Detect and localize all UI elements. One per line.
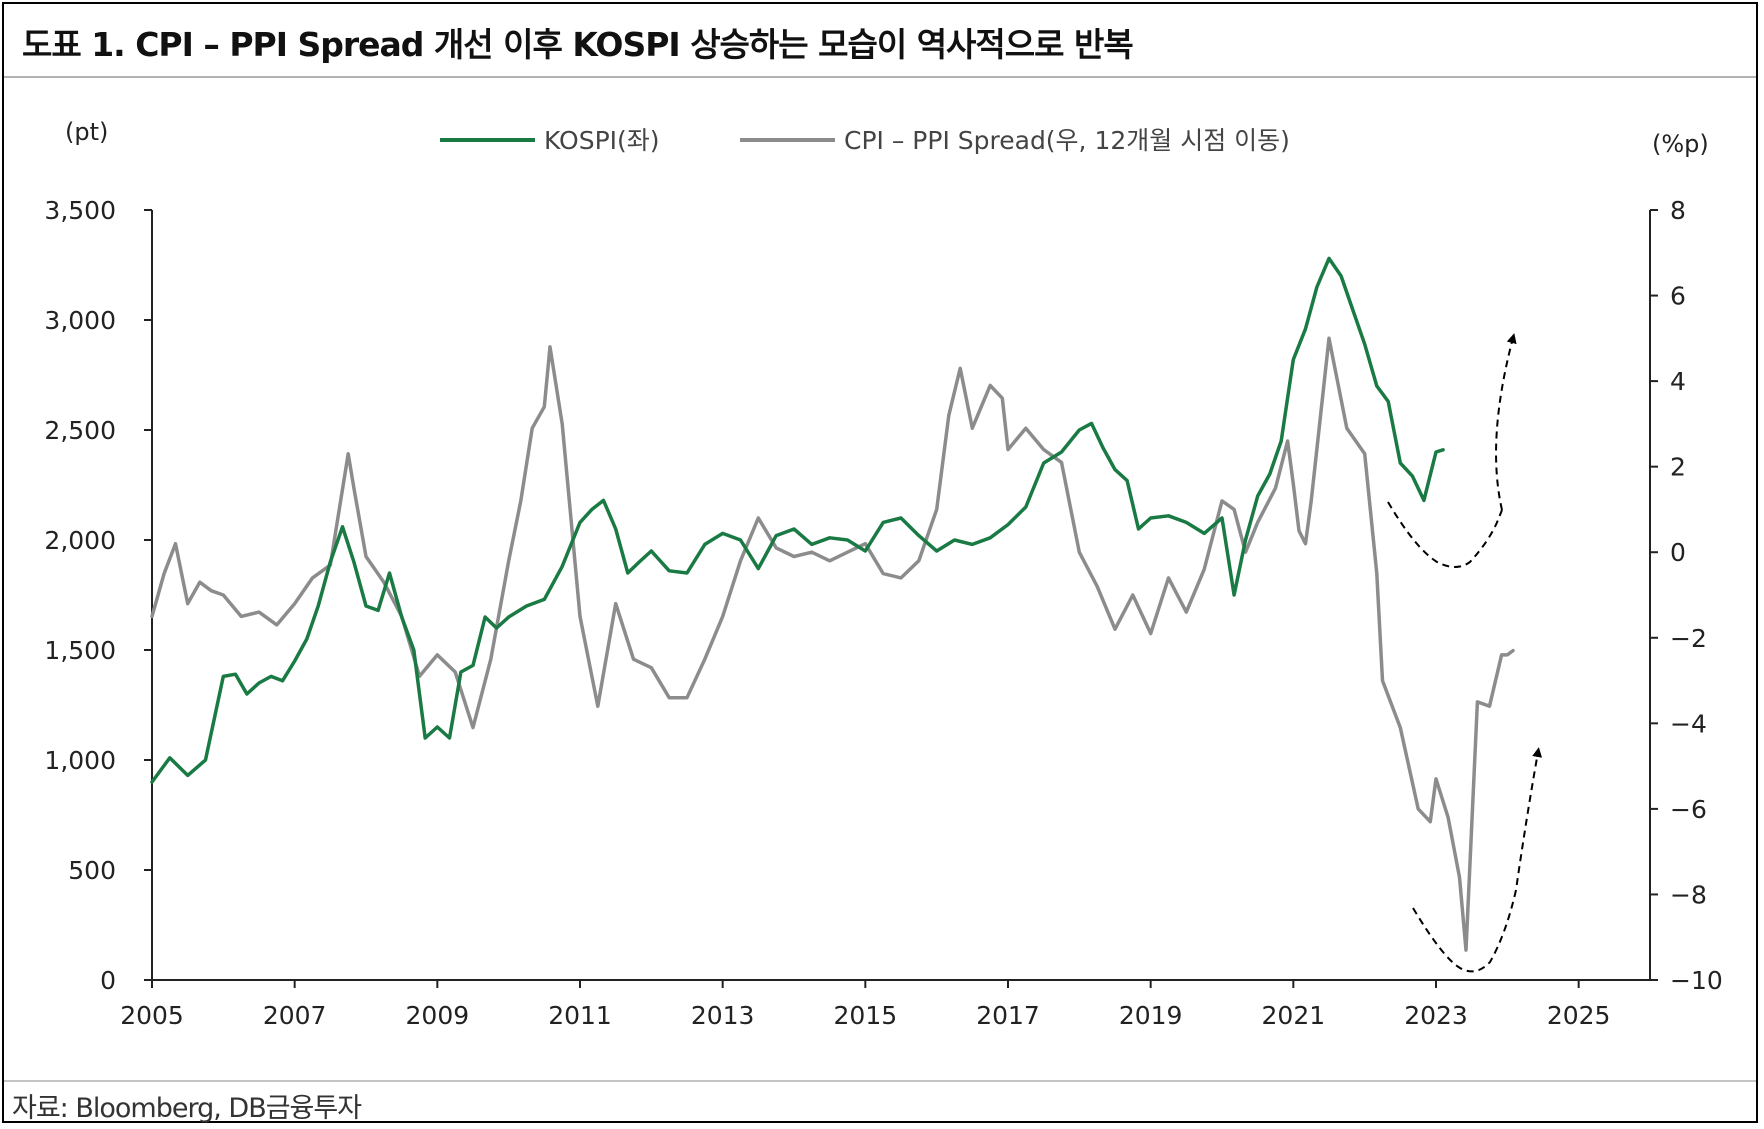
- right-axis-tick-label: 4: [1670, 367, 1686, 396]
- legend: KOSPI(좌) CPI – PPI Spread(우, 12개월 시점 이동): [440, 126, 1290, 155]
- right-axis-tick-label: 0: [1670, 538, 1686, 567]
- left-axis-tick-label: 2,500: [44, 416, 116, 445]
- left-axis-tick-label: 2,000: [44, 526, 116, 555]
- spread-line: [150, 336, 1515, 952]
- title-divider: [4, 76, 1756, 78]
- x-axis-tick-label: 2005: [120, 1001, 184, 1030]
- right-axis-tick-label: 8: [1670, 196, 1686, 225]
- left-axis-tick-label: 1,000: [44, 746, 116, 775]
- left-axis-unit: (pt): [65, 118, 108, 146]
- x-axis-tick-label: 2009: [406, 1001, 470, 1030]
- left-axis-tick-label: 3,500: [44, 196, 116, 225]
- spread-trough-curve: [1387, 501, 1503, 568]
- kospi-line: [150, 256, 1445, 784]
- x-axis-tick-label: 2013: [691, 1001, 755, 1030]
- x-axis-tick-label: 2019: [1119, 1001, 1183, 1030]
- right-axis-tick-label: −6: [1670, 795, 1707, 824]
- kospi-rebound-arrow: [1495, 333, 1517, 511]
- x-axis-tick-label: 2023: [1404, 1001, 1468, 1030]
- left-axis-tick-label: 3,000: [44, 306, 116, 335]
- right-axis-tick-label: 2: [1670, 453, 1686, 482]
- source-note: 자료: Bloomberg, DB금융투자: [12, 1093, 362, 1124]
- axes: 0 500 1,000 1,500 2,000 2,500 3,000 3,500 −10 −8 −…: [44, 196, 1722, 1030]
- x-axis-tick-label: 2015: [834, 1001, 898, 1030]
- x-axis-tick-label: 2007: [263, 1001, 327, 1030]
- chart-plot: KOSPI(좌) CPI – PPI Spread(우, 12개월 시점 이동)…: [44, 118, 1722, 1030]
- right-axis-unit: (%p): [1652, 130, 1709, 158]
- right-axis-tick-label: 6: [1670, 282, 1686, 311]
- left-axis-tick-label: 500: [68, 856, 116, 885]
- annotations: [1387, 333, 1543, 973]
- spread-rebound-arrow: [1412, 747, 1543, 973]
- series-lines: [150, 256, 1515, 952]
- right-axis-tick-label: −2: [1670, 624, 1707, 653]
- chart-title: 도표 1. CPI – PPI Spread 개선 이후 KOSPI 상승하는 …: [22, 25, 1134, 64]
- x-axis-tick-label: 2017: [976, 1001, 1040, 1030]
- x-axis-tick-label: 2021: [1262, 1001, 1326, 1030]
- source-divider: [4, 1080, 1756, 1082]
- right-axis-tick-label: −8: [1670, 880, 1707, 909]
- left-axis-tick-label: 0: [100, 966, 116, 995]
- right-axis-tick-label: −4: [1670, 709, 1707, 738]
- right-axis-tick-label: −10: [1670, 966, 1723, 995]
- legend-kospi-label: KOSPI(좌): [544, 126, 660, 155]
- x-axis-tick-label: 2011: [548, 1001, 612, 1030]
- legend-spread-label: CPI – PPI Spread(우, 12개월 시점 이동): [844, 126, 1290, 155]
- left-axis-tick-label: 1,500: [44, 636, 116, 665]
- x-axis-tick-label: 2025: [1547, 1001, 1611, 1030]
